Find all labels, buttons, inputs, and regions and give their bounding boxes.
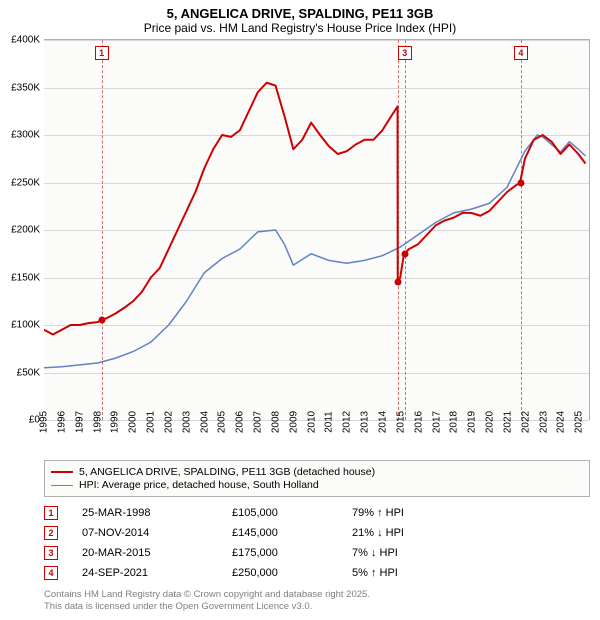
sale-price: £105,000 [232,507,352,519]
legend-label: 5, ANGELICA DRIVE, SPALDING, PE11 3GB (d… [79,466,375,478]
x-tick-label: 2015 [395,411,406,433]
sales-table: 1 25-MAR-1998£105,00079% ↑ HPI 2 07-NOV-201… [44,503,600,583]
x-tick-label: 2002 [163,411,174,433]
legend-swatch [51,485,73,486]
x-axis: 1995199619971998199920002001200220032004… [44,420,590,456]
x-tick-label: 1998 [92,411,103,433]
sale-row: 1 25-MAR-1998£105,00079% ↑ HPI [44,503,600,523]
sale-hpi-diff: 79% ↑ HPI [352,507,472,519]
plot-area: £0£50K£100K£150K£200K£250K£300K£350K£400… [44,39,590,420]
x-tick-label: 2018 [449,411,460,433]
legend-row: HPI: Average price, detached house, Sout… [51,479,583,491]
x-tick-label: 1999 [110,411,121,433]
series-hpi [44,135,585,368]
y-tick-label: £100K [11,320,40,331]
x-tick-label: 2008 [270,411,281,433]
chart-title: 5, ANGELICA DRIVE, SPALDING, PE11 3GB [0,0,600,21]
sale-row: 2 07-NOV-2014£145,00021% ↓ HPI [44,523,600,543]
x-tick-label: 2022 [520,411,531,433]
y-tick-label: £50K [17,367,40,378]
x-tick-label: 1997 [74,411,85,433]
x-tick-label: 2013 [360,411,371,433]
y-tick-label: £350K [11,82,40,93]
y-tick-label: £150K [11,272,40,283]
x-tick-label: 2000 [128,411,139,433]
sale-row: 3 20-MAR-2015£175,0007% ↓ HPI [44,543,600,563]
sale-index-box: 4 [44,566,58,580]
legend-row: 5, ANGELICA DRIVE, SPALDING, PE11 3GB (d… [51,466,583,478]
footer-attribution: Contains HM Land Registry data © Crown c… [44,589,590,614]
footer-line: Contains HM Land Registry data © Crown c… [44,589,590,601]
legend-swatch [51,471,73,473]
x-tick-label: 2001 [146,411,157,433]
x-tick-label: 2016 [413,411,424,433]
x-tick-label: 2007 [253,411,264,433]
y-tick-label: £300K [11,130,40,141]
chart-subtitle: Price paid vs. HM Land Registry's House … [0,21,600,35]
x-tick-label: 2020 [485,411,496,433]
x-tick-label: 2025 [574,411,585,433]
sale-index-box: 2 [44,526,58,540]
sale-row: 4 24-SEP-2021£250,0005% ↑ HPI [44,563,600,583]
x-tick-label: 2006 [235,411,246,433]
sale-price: £145,000 [232,527,352,539]
x-tick-label: 2023 [538,411,549,433]
x-tick-label: 2004 [199,411,210,433]
x-tick-label: 2003 [181,411,192,433]
y-tick-label: £200K [11,225,40,236]
chart-container: 5, ANGELICA DRIVE, SPALDING, PE11 3GB Pr… [0,0,600,620]
x-tick-label: 2009 [288,411,299,433]
sale-hpi-diff: 21% ↓ HPI [352,527,472,539]
sale-date: 20-MAR-2015 [82,547,232,559]
series-price_paid [44,83,585,335]
x-tick-label: 2024 [556,411,567,433]
sale-date: 25-MAR-1998 [82,507,232,519]
sale-price: £250,000 [232,567,352,579]
sale-index-box: 3 [44,546,58,560]
y-tick-label: £400K [11,35,40,46]
legend: 5, ANGELICA DRIVE, SPALDING, PE11 3GB (d… [44,460,590,497]
x-tick-label: 1995 [39,411,50,433]
sale-date: 24-SEP-2021 [82,567,232,579]
x-tick-label: 2019 [467,411,478,433]
sale-price: £175,000 [232,547,352,559]
x-tick-label: 2005 [217,411,228,433]
sale-index-box: 1 [44,506,58,520]
x-tick-label: 1996 [56,411,67,433]
y-tick-label: £250K [11,177,40,188]
x-tick-label: 2011 [324,411,335,433]
x-tick-label: 2021 [502,411,513,433]
legend-label: HPI: Average price, detached house, Sout… [79,479,319,491]
x-tick-label: 2012 [342,411,353,433]
footer-line: This data is licensed under the Open Gov… [44,601,590,613]
x-tick-label: 2010 [306,411,317,433]
sale-date: 07-NOV-2014 [82,527,232,539]
x-tick-label: 2014 [378,411,389,433]
sale-hpi-diff: 7% ↓ HPI [352,547,472,559]
sale-hpi-diff: 5% ↑ HPI [352,567,472,579]
x-tick-label: 2017 [431,411,442,433]
